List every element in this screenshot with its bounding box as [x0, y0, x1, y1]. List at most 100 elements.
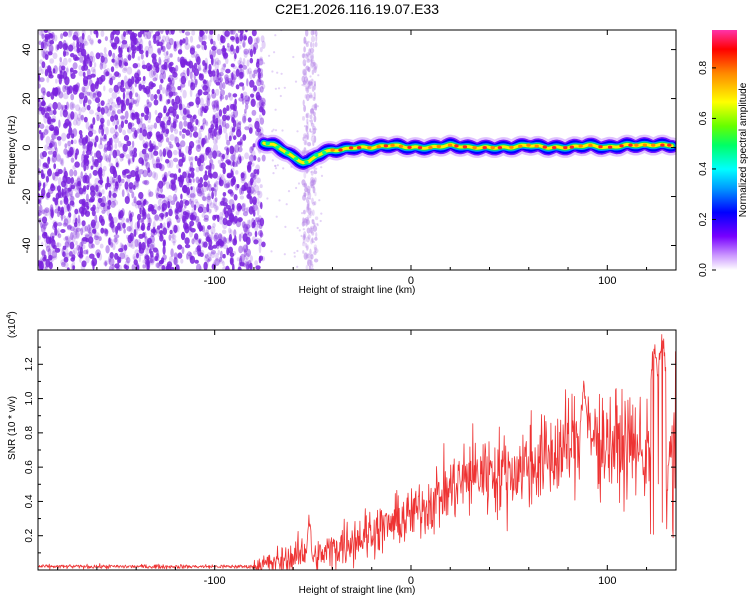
noise-cell [85, 193, 89, 202]
noise-cell [161, 257, 167, 263]
noise-cell [306, 93, 310, 102]
noise-cell [163, 173, 167, 182]
noise-cell [307, 53, 310, 61]
noise-cell [69, 226, 75, 232]
noise-cell [254, 120, 260, 130]
noise-cell [40, 250, 47, 256]
noise-cell [226, 172, 232, 178]
noise-cell [313, 135, 317, 143]
noise-cell [311, 209, 315, 216]
noise-cell [194, 78, 198, 86]
noise-cell [310, 55, 314, 62]
noise-cell [75, 231, 80, 239]
noise-cell [305, 218, 308, 224]
noise-cell [164, 55, 170, 61]
noise-cell [53, 34, 58, 42]
noise-cell [169, 144, 174, 149]
noise-cell [134, 129, 138, 138]
noise-cell [142, 259, 148, 264]
noise-cell [196, 56, 201, 66]
noise-cell [186, 187, 191, 196]
noise-cell [231, 127, 236, 133]
noise-cell [213, 198, 218, 207]
noise-cell [48, 167, 52, 177]
noise-cell [249, 255, 253, 263]
noise-cell [128, 182, 134, 190]
noise-cell [259, 217, 265, 227]
noise-cell [226, 105, 230, 112]
noise-cell [312, 111, 316, 117]
noise-cell [202, 34, 206, 40]
noise-cell [313, 201, 317, 206]
noise-cell [72, 265, 76, 270]
noise-cell [152, 63, 158, 71]
noise-cell [199, 30, 204, 38]
noise-cell [72, 119, 78, 126]
noise-cell [90, 66, 96, 73]
noise-cell [94, 141, 97, 147]
noise-cell [159, 84, 163, 91]
x-tick-label: 0 [408, 275, 414, 287]
noise-cell [60, 104, 64, 111]
noise-cell [108, 87, 114, 94]
noise-cell [305, 113, 308, 119]
noise-cell [45, 245, 51, 252]
noise-cell [315, 34, 318, 42]
noise-cell [149, 258, 155, 266]
noise-cell [85, 121, 90, 130]
noise-cell [181, 128, 187, 133]
noise-cell [118, 256, 122, 264]
noise-cell [311, 263, 314, 268]
noise-cell [232, 160, 235, 167]
noise-cell [215, 104, 220, 112]
noise-cell [121, 102, 126, 112]
noise-cell [189, 196, 195, 203]
ridge-peak [588, 143, 593, 147]
noise-cell [158, 260, 163, 267]
noise-cell [69, 67, 74, 73]
noise-cell [206, 258, 210, 263]
noise-cell [201, 187, 204, 196]
noise-cell [312, 125, 316, 131]
noise-cell [270, 250, 273, 253]
noise-cell [106, 176, 110, 185]
noise-cell [94, 232, 100, 239]
noise-cell [47, 51, 53, 56]
noise-cell [306, 202, 310, 209]
noise-cell [62, 43, 68, 51]
noise-cell [154, 72, 159, 81]
noise-cell [222, 192, 227, 197]
noise-cell [222, 208, 226, 216]
noise-cell [221, 119, 227, 128]
noise-cell [245, 263, 250, 270]
noise-cell [305, 264, 309, 270]
noise-cell [185, 210, 190, 215]
noise-cell [42, 162, 48, 168]
noise-cell [305, 42, 309, 47]
noise-cell [238, 121, 242, 126]
noise-cell [118, 45, 121, 52]
noise-cell [211, 88, 215, 94]
noise-cell [194, 259, 199, 264]
noise-cell [232, 147, 236, 156]
noise-cell [47, 168, 52, 177]
noise-cell [163, 123, 168, 130]
noise-cell [243, 249, 247, 258]
noise-cell [66, 235, 71, 244]
noise-cell [129, 186, 133, 193]
noise-cell [131, 50, 135, 59]
ridge-peak [322, 151, 327, 155]
noise-cell [139, 117, 143, 126]
noise-cell [173, 256, 177, 266]
noise-cell [245, 224, 251, 229]
noise-cell [188, 178, 192, 183]
noise-cell [303, 125, 307, 128]
noise-cell [202, 206, 208, 214]
noise-cell [189, 88, 193, 98]
noise-cell [189, 214, 194, 220]
noise-cell [237, 146, 243, 153]
noise-cell [310, 78, 314, 84]
noise-cell [239, 136, 243, 145]
noise-cell [114, 131, 119, 138]
noise-cell [61, 261, 66, 268]
